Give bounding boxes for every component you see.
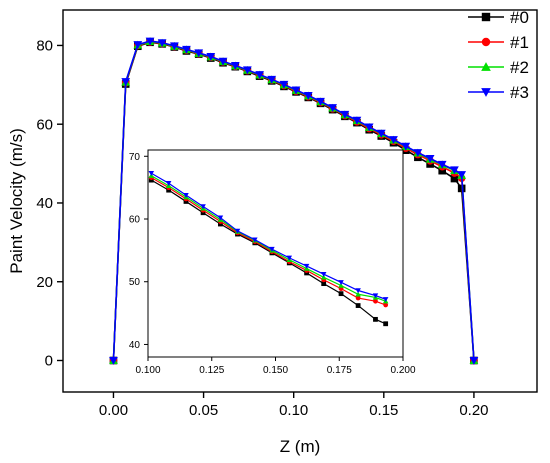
data-point-s3-21 [364, 123, 374, 132]
data-point-s3-19 [340, 110, 350, 119]
legend-label-3: #3 [510, 83, 529, 102]
inset-data-point-s2-11 [338, 282, 344, 288]
inset-data-point-s0-4 [218, 221, 223, 227]
x-tick-label-2: 0.10 [279, 402, 308, 419]
inset-data-point-s0-10 [321, 281, 327, 287]
data-point-s3-17 [316, 97, 325, 106]
data-point-s3-28 [450, 166, 459, 175]
inset-data-point-s3-6 [252, 237, 258, 243]
inset-data-point-s0-11 [338, 291, 344, 297]
plot-frame [62, 9, 538, 393]
inset-data-point-s0-1 [166, 187, 172, 193]
data-point-s3-18 [328, 104, 337, 113]
x-tick-label-3: 0.15 [369, 402, 398, 419]
legend-marker-1 [481, 37, 491, 47]
inset-data-point-s3-9 [303, 263, 310, 269]
inset-data-point-s3-4 [217, 215, 224, 221]
inset-data-point-s3-13 [372, 293, 379, 299]
data-point-s3-26 [425, 154, 435, 163]
data-point-s3-9 [218, 57, 228, 66]
data-point-s3-5 [170, 42, 179, 51]
data-point-s3-2 [133, 41, 143, 50]
inset-x-tick-label-0: 0.100 [135, 365, 160, 376]
data-point-s3-3 [145, 37, 155, 46]
inset-data-point-s3-7 [269, 246, 275, 252]
inset-data-point-s0-2 [183, 199, 189, 204]
inset-x-tick-label-4: 0.200 [390, 365, 415, 376]
inset-data-point-s2-12 [355, 291, 361, 297]
inset-data-point-s3-8 [286, 255, 293, 261]
inset-x-tick-label-1: 0.125 [199, 365, 224, 376]
inset-data-point-s3-0 [148, 171, 155, 176]
data-point-s3-25 [413, 149, 423, 157]
inset-data-point-s0-3 [200, 210, 206, 216]
inset-y-tick-label-3: 70 [129, 152, 141, 163]
data-point-s3-20 [352, 116, 362, 125]
legend-label-2: #2 [510, 58, 529, 77]
legend: #0 #1 #2 #3 [468, 8, 529, 102]
inset-y-tick-label-2: 60 [129, 215, 141, 226]
data-point-s3-0 [109, 356, 118, 365]
inset-x-tick-label-2: 0.150 [263, 365, 288, 376]
inset-y-tick-label-1: 50 [129, 277, 141, 288]
data-point-s3-27 [437, 160, 447, 169]
legend-label-0: #0 [510, 8, 529, 27]
data-point-s3-15 [291, 86, 301, 95]
data-point-s0-28 [450, 174, 459, 183]
inset-data-point-s3-10 [320, 271, 327, 277]
legend-marker-0 [481, 12, 491, 22]
data-point-s3-6 [182, 45, 191, 54]
data-point-s3-12 [255, 71, 264, 79]
y-tick-label-3: 60 [36, 116, 53, 133]
inset-plot: 0.100 0.125 0.150 0.175 0.200 40 50 60 70 [129, 149, 416, 376]
inset-data-point-s3-14 [382, 297, 389, 303]
data-point-s3-14 [279, 80, 289, 89]
inset-data-point-s1-13 [373, 298, 378, 304]
inset-data-point-s1-14 [383, 302, 389, 308]
data-point-s3-22 [376, 129, 386, 138]
inset-data-point-s0-13 [373, 316, 378, 322]
inset-data-point-s0-12 [355, 303, 361, 308]
data-point-s0-27 [438, 166, 446, 175]
y-axis-label: Paint Velocity (m/s) [7, 128, 26, 274]
inset-x-tick-label-3: 0.175 [327, 365, 352, 376]
inset-data-point-s3-12 [355, 288, 361, 294]
y-tick-label-0: 0 [45, 353, 53, 370]
data-point-s3-10 [230, 62, 240, 70]
data-point-s3-8 [206, 52, 216, 61]
legend-marker-3 [481, 88, 491, 97]
legend-label-1: #1 [510, 33, 529, 52]
y-tick-label-2: 40 [36, 195, 53, 212]
legend-marker-2 [481, 62, 491, 71]
data-point-s3-4 [157, 39, 167, 48]
inset-data-point-s3-5 [234, 228, 241, 234]
inset-data-point-s1-12 [355, 295, 361, 301]
data-point-s3-1 [121, 78, 131, 87]
inset-data-point-s0-9 [304, 270, 310, 276]
inset-data-point-s0-0 [148, 177, 154, 183]
data-point-s3-11 [243, 66, 252, 75]
y-tick-label-1: 20 [36, 274, 53, 291]
data-point-s3-29 [457, 171, 467, 179]
y-tick-label-4: 80 [36, 38, 53, 55]
inset-data-point-s3-3 [200, 204, 206, 210]
data-point-s3-13 [267, 75, 277, 84]
data-point-s3-30 [469, 356, 479, 365]
inset-data-point-s2-10 [320, 274, 327, 280]
x-tick-label-0: 0.00 [99, 402, 128, 419]
inset-data-point-s3-1 [165, 181, 172, 187]
data-point-s3-24 [401, 142, 411, 151]
x-axis-label: Z (m) [280, 437, 321, 456]
inset-y-tick-label-0: 40 [129, 340, 141, 351]
x-tick-label-4: 0.20 [459, 402, 488, 419]
data-point-s3-16 [303, 91, 313, 100]
inset-data-point-s3-11 [338, 280, 344, 286]
data-point-s3-7 [194, 49, 204, 58]
x-tick-label-1: 0.05 [189, 402, 218, 419]
inset-data-point-s3-2 [183, 192, 189, 198]
inset-data-point-s0-14 [383, 321, 389, 327]
data-point-s3-23 [389, 136, 398, 144]
